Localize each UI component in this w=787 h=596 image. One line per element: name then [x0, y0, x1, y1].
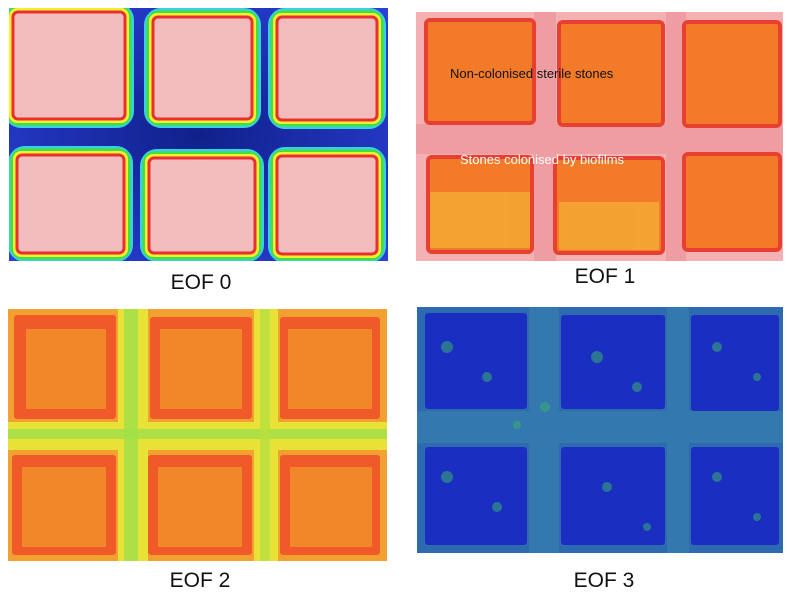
sterile-stones-label: Non-colonised sterile stones [450, 66, 614, 81]
eof1-map: Non-colonised sterile stones Stones colo… [416, 12, 783, 261]
biofilm-stones-label: Stones colonised by biofilms [460, 152, 625, 167]
eof0-caption: EOF 0 [170, 271, 232, 294]
eof3-caption: EOF 3 [573, 569, 635, 592]
eof0-map [9, 8, 388, 261]
eof2-caption: EOF 2 [169, 569, 231, 592]
eof2-map [8, 309, 387, 561]
eof1-caption: EOF 1 [574, 265, 636, 288]
eof3-map [417, 307, 783, 553]
